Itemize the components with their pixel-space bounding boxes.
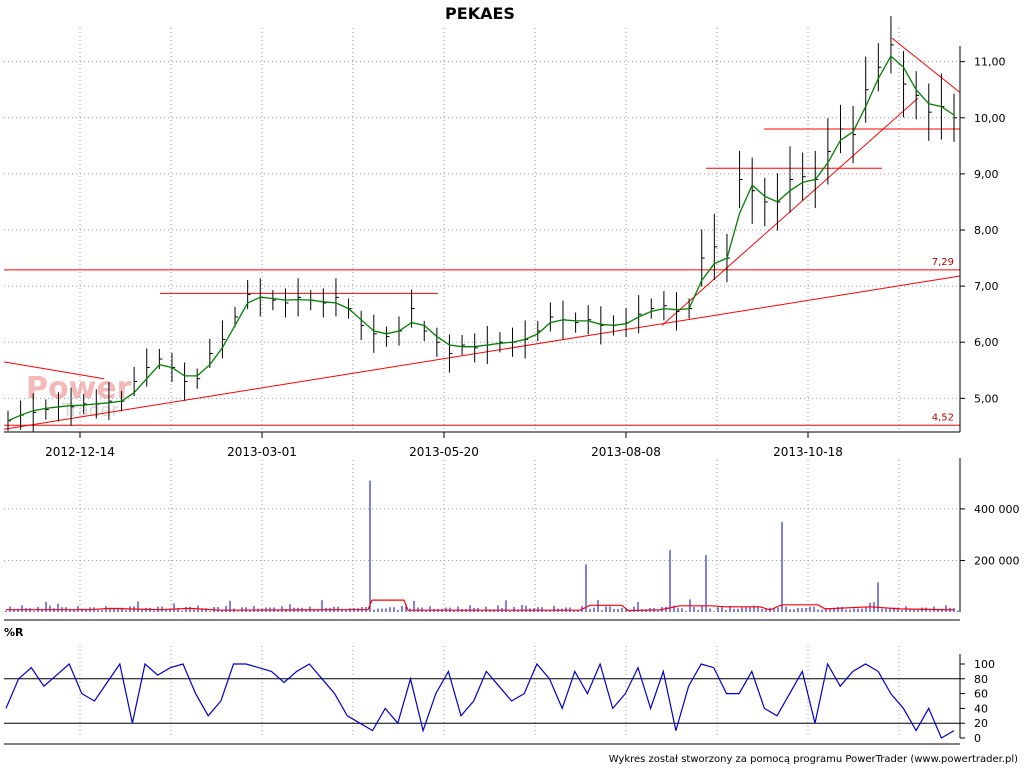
volume-tick-label: 200 000: [974, 554, 1020, 567]
price-tick-label: 10,00: [974, 112, 1006, 125]
price-axis: 5,00 6,00 7,00 8,00 9,00 10,00 11,00: [4, 46, 1006, 438]
williams-r-line: [5, 662, 955, 739]
date-tick-label: 2013-08-08: [591, 445, 661, 459]
date-tick-label: 2013-05-20: [409, 445, 479, 459]
price-levels: 7,29 4,52: [3, 37, 961, 430]
price-grid: 2012-12-14 2013-03-01 2013-05-20 2013-08-08…: [4, 28, 960, 459]
chart-title: PEKAES: [445, 4, 515, 23]
price-tick-label: 7,00: [974, 280, 999, 293]
footer-credit: Wykres został stworzony za pomocą progra…: [609, 754, 1018, 765]
oscillator-title: %R: [4, 626, 24, 639]
trend-line-top: [891, 37, 961, 93]
price-tick-label: 11,00: [974, 56, 1006, 69]
level-label-4-52: 4,52: [932, 412, 954, 423]
price-tick-label: 5,00: [974, 392, 999, 405]
moving-average-line: [7, 55, 955, 422]
oscillator-tick-label: 20: [974, 717, 988, 730]
watermark-logo: Power: [26, 371, 132, 406]
volume-grid: [4, 460, 960, 612]
level-label-7-29: 7,29: [932, 257, 954, 268]
trend-line-long: [3, 275, 961, 430]
oscillator-grid: [4, 646, 960, 738]
price-bars: [7, 16, 957, 432]
volume-average-line: [6, 599, 955, 612]
price-tick-label: 9,00: [974, 168, 999, 181]
oscillator-tick-label: 0: [974, 732, 981, 745]
price-tick-label: 8,00: [974, 224, 999, 237]
volume-axis: 200 000 400 000: [4, 458, 1020, 621]
volume-tick-label: 400 000: [974, 503, 1020, 516]
oscillator-tick-label: 100: [974, 658, 995, 671]
date-tick-label: 2012-12-14: [45, 445, 115, 459]
oscillator-tick-label: 60: [974, 688, 988, 701]
date-tick-label: 2013-10-18: [773, 445, 843, 459]
price-tick-label: 6,00: [974, 336, 999, 349]
oscillator-tick-label: 80: [974, 673, 988, 686]
date-tick-label: 2013-03-01: [227, 445, 297, 459]
trend-line-early: [3, 361, 105, 380]
oscillator-tick-label: 40: [974, 702, 988, 715]
